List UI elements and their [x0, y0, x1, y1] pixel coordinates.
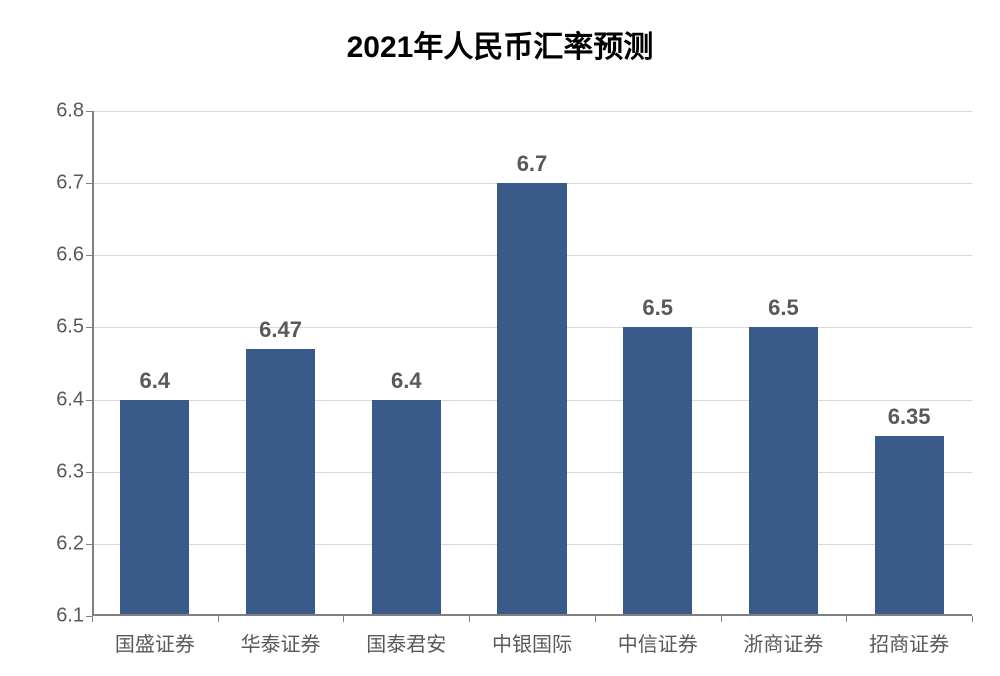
- x-axis: [92, 614, 972, 616]
- bar: 6.35: [875, 436, 944, 616]
- x-tick-mark: [972, 616, 973, 622]
- bar: 6.47: [246, 349, 315, 616]
- bar-value-label: 6.35: [849, 404, 969, 430]
- bar-value-label: 6.5: [723, 295, 843, 321]
- y-tick-label: 6.6: [56, 244, 92, 267]
- x-tick-label: 华泰证券: [241, 616, 321, 657]
- x-tick-mark: [92, 616, 93, 622]
- x-tick-label: 国泰君安: [366, 616, 446, 657]
- bar-value-label: 6.4: [95, 368, 215, 394]
- y-tick-label: 6.1: [56, 605, 92, 628]
- bar-value-label: 6.4: [346, 368, 466, 394]
- x-tick-mark: [218, 616, 219, 622]
- bar: 6.5: [623, 327, 692, 616]
- y-tick-label: 6.2: [56, 532, 92, 555]
- bar: 6.5: [749, 327, 818, 616]
- y-tick-label: 6.8: [56, 100, 92, 123]
- y-tick-label: 6.7: [56, 172, 92, 195]
- bar: 6.4: [120, 400, 189, 616]
- x-tick-label: 浙商证券: [743, 616, 823, 657]
- bar-chart: 2021年人民币汇率预测 6.1 6.2 6.3 6.4 6.5 6.6 6.7 6.8 6.4…: [0, 0, 1000, 676]
- x-tick-label: 中信证券: [618, 616, 698, 657]
- x-tick-mark: [721, 616, 722, 622]
- y-tick-label: 6.4: [56, 388, 92, 411]
- y-tick-label: 6.3: [56, 460, 92, 483]
- x-tick-label: 国盛证券: [115, 616, 195, 657]
- y-tick-label: 6.5: [56, 316, 92, 339]
- bar: 6.4: [372, 400, 441, 616]
- x-tick-mark: [343, 616, 344, 622]
- x-tick-mark: [469, 616, 470, 622]
- gridline: [92, 111, 972, 112]
- bar: 6.7: [497, 183, 566, 616]
- y-axis: [92, 111, 94, 616]
- x-tick-label: 中银国际: [492, 616, 572, 657]
- bar-value-label: 6.7: [472, 151, 592, 177]
- plot-area: 6.16.26.36.46.56.66.76.86.4国盛证券6.47华泰证券6…: [92, 110, 972, 616]
- x-tick-label: 招商证券: [869, 616, 949, 657]
- x-tick-mark: [595, 616, 596, 622]
- bar-value-label: 6.47: [221, 317, 341, 343]
- x-tick-mark: [846, 616, 847, 622]
- chart-title: 2021年人民币汇率预测: [0, 22, 1000, 66]
- bar-value-label: 6.5: [598, 295, 718, 321]
